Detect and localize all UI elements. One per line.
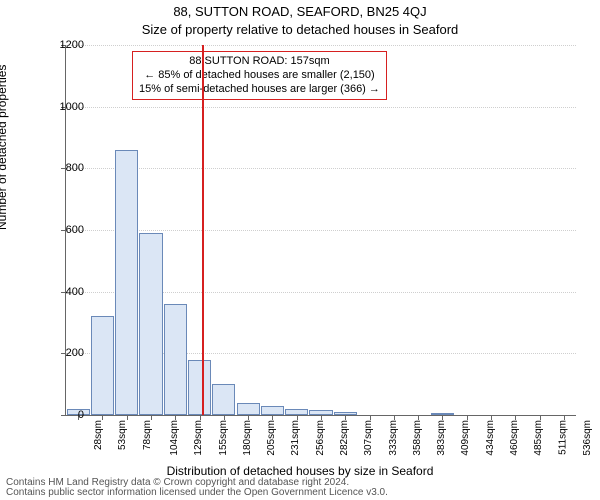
gridline-h — [66, 107, 576, 108]
x-tick — [491, 415, 492, 420]
x-tick — [248, 415, 249, 420]
x-tick-label: 282sqm — [339, 420, 350, 456]
x-tick — [200, 415, 201, 420]
x-tick — [540, 415, 541, 420]
y-axis-label: Number of detached properties — [0, 65, 9, 230]
x-tick — [321, 415, 322, 420]
y-tick-label: 1200 — [39, 39, 84, 51]
x-tick-label: 434sqm — [484, 420, 495, 456]
page-title: 88, SUTTON ROAD, SEAFORD, BN25 4QJ — [0, 4, 600, 19]
x-tick-label: 205sqm — [266, 420, 277, 456]
x-tick — [297, 415, 298, 420]
page-subtitle: Size of property relative to detached ho… — [0, 22, 600, 37]
annotation-line: 88 SUTTON ROAD: 157sqm — [139, 55, 380, 69]
x-tick-label: 78sqm — [142, 420, 153, 450]
histogram-bar — [139, 233, 162, 415]
x-tick-label: 460sqm — [509, 420, 520, 456]
x-tick — [418, 415, 419, 420]
y-tick-label: 800 — [39, 162, 84, 174]
x-tick-label: 307sqm — [363, 420, 374, 456]
histogram-bar — [188, 360, 211, 416]
gridline-h — [66, 168, 576, 169]
x-tick-label: 536sqm — [582, 420, 593, 456]
histogram-bar — [237, 403, 260, 415]
plot-area: 88 SUTTON ROAD: 157sqm← 85% of detached … — [65, 45, 576, 416]
x-tick — [345, 415, 346, 420]
annotation-line: ← 85% of detached houses are smaller (2,… — [139, 69, 380, 83]
x-tick-label: 180sqm — [242, 420, 253, 456]
x-tick-label: 383sqm — [436, 420, 447, 456]
x-axis-label: Distribution of detached houses by size … — [0, 464, 600, 478]
x-tick-label: 104sqm — [169, 420, 180, 456]
x-tick — [442, 415, 443, 420]
x-tick-label: 129sqm — [193, 420, 204, 456]
x-tick-label: 409sqm — [460, 420, 471, 456]
reference-line — [202, 45, 204, 415]
y-tick-label: 400 — [39, 286, 84, 298]
x-tick-label: 155sqm — [217, 420, 228, 456]
x-tick-label: 333sqm — [387, 420, 398, 456]
chart-container: 88, SUTTON ROAD, SEAFORD, BN25 4QJ Size … — [0, 0, 600, 500]
x-tick — [515, 415, 516, 420]
x-tick-label: 53sqm — [117, 420, 128, 450]
x-tick — [394, 415, 395, 420]
histogram-bar — [212, 384, 235, 415]
histogram-bar — [261, 406, 284, 415]
x-tick — [224, 415, 225, 420]
histogram-bar — [91, 316, 114, 415]
x-tick-label: 358sqm — [412, 420, 423, 456]
x-tick-label: 511sqm — [557, 420, 568, 455]
x-tick — [175, 415, 176, 420]
y-tick-label: 1000 — [39, 101, 84, 113]
annotation-line: 15% of semi-detached houses are larger (… — [139, 83, 380, 97]
x-tick — [564, 415, 565, 420]
x-tick-label: 256sqm — [314, 420, 325, 456]
y-tick-label: 600 — [39, 224, 84, 236]
x-tick — [272, 415, 273, 420]
x-tick — [467, 415, 468, 420]
gridline-h — [66, 230, 576, 231]
x-tick-label: 485sqm — [533, 420, 544, 456]
x-tick-label: 231sqm — [290, 420, 301, 456]
histogram-bar — [115, 150, 138, 415]
x-tick — [370, 415, 371, 420]
annotation-box: 88 SUTTON ROAD: 157sqm← 85% of detached … — [132, 51, 387, 100]
x-tick — [127, 415, 128, 420]
attribution-text: Contains HM Land Registry data © Crown c… — [6, 478, 388, 498]
y-tick-label: 200 — [39, 347, 84, 359]
x-tick — [151, 415, 152, 420]
x-tick-label: 28sqm — [93, 420, 104, 450]
x-tick — [102, 415, 103, 420]
gridline-h — [66, 45, 576, 46]
y-tick-label: 0 — [39, 409, 84, 421]
histogram-bar — [164, 304, 187, 415]
